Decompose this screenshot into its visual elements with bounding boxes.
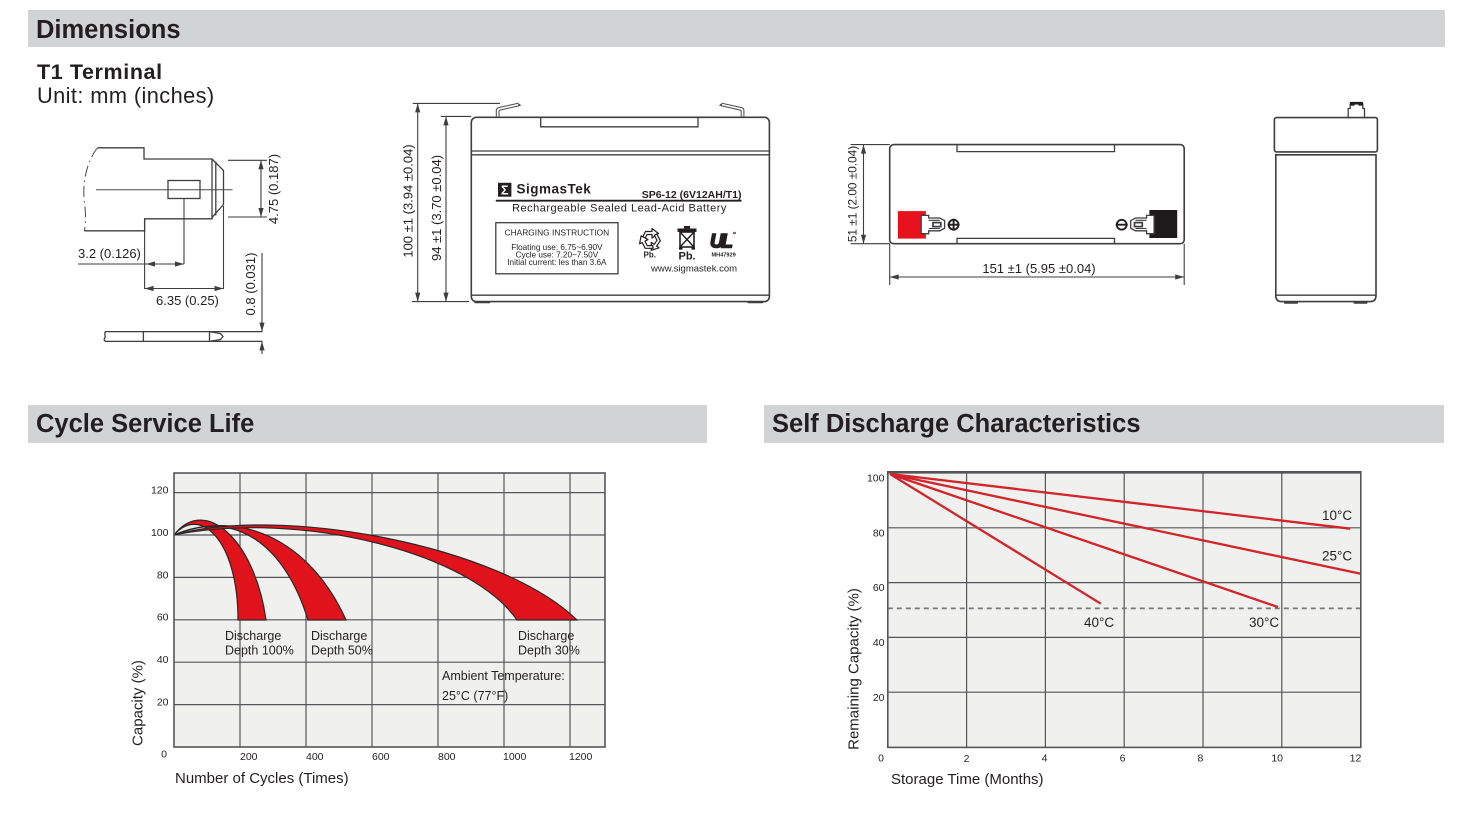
svg-text:80: 80 [157, 569, 169, 581]
svg-text:6.35 (0.25): 6.35 (0.25) [156, 293, 219, 308]
svg-text:4: 4 [1042, 753, 1048, 765]
svg-text:Rechargeable Sealed Lead-Acid: Rechargeable Sealed Lead-Acid Battery [512, 202, 727, 214]
svg-text:25°C (77°F): 25°C (77°F) [442, 689, 508, 703]
svg-text:Depth 50%: Depth 50% [311, 644, 373, 658]
svg-text:Σ: Σ [501, 183, 509, 197]
svg-text:100: 100 [151, 527, 169, 539]
svg-text:MH47929: MH47929 [712, 253, 736, 259]
svg-text:www.sigmastek.com: www.sigmastek.com [650, 264, 737, 275]
svg-text:100 ±1 (3.94 ±0.04): 100 ±1 (3.94 ±0.04) [400, 144, 415, 257]
svg-text:Remaining Capacity (%): Remaining Capacity (%) [846, 588, 863, 750]
svg-text:Storage Time (Months): Storage Time (Months) [891, 771, 1044, 788]
svg-text:600: 600 [372, 751, 390, 763]
svg-text:1200: 1200 [569, 751, 593, 763]
svg-text:40: 40 [873, 637, 885, 649]
svg-text:4.75 (0.187): 4.75 (0.187) [266, 154, 281, 224]
svg-text:94 ±1 (3.70 ±0.04): 94 ±1 (3.70 ±0.04) [429, 155, 444, 261]
svg-text:Discharge: Discharge [518, 629, 574, 643]
svg-text:60: 60 [873, 582, 885, 594]
svg-text:SP6-12 (6V12AH/T1): SP6-12 (6V12AH/T1) [642, 189, 742, 201]
svg-text:Cycle use: 7.20~7.50V: Cycle use: 7.20~7.50V [516, 250, 599, 259]
svg-text:40: 40 [157, 654, 169, 666]
svg-text:20: 20 [157, 697, 169, 709]
svg-text:6: 6 [1120, 753, 1126, 765]
svg-text:10: 10 [1271, 753, 1283, 765]
svg-text:Pb.: Pb. [644, 251, 656, 260]
svg-text:Ambient Temperature:: Ambient Temperature: [442, 669, 565, 683]
svg-text:0: 0 [878, 753, 884, 765]
svg-text:60: 60 [157, 612, 169, 624]
svg-text:200: 200 [240, 751, 258, 763]
svg-text:120: 120 [151, 485, 169, 497]
svg-text:100: 100 [867, 473, 885, 485]
svg-text:Initial current: les than 3.6A: Initial current: les than 3.6A [507, 258, 607, 267]
svg-text:400: 400 [306, 751, 324, 763]
svg-text:40°C: 40°C [1084, 615, 1114, 630]
svg-text:800: 800 [438, 751, 456, 763]
svg-text:Pb.: Pb. [679, 251, 696, 263]
svg-text:Depth 30%: Depth 30% [518, 644, 580, 658]
svg-text:Depth 100%: Depth 100% [225, 644, 294, 658]
svg-text:25°C: 25°C [1322, 549, 1352, 564]
svg-text:2: 2 [964, 753, 970, 765]
svg-text:8: 8 [1197, 753, 1203, 765]
svg-text:Capacity (%): Capacity (%) [130, 660, 147, 746]
svg-text:12: 12 [1350, 753, 1362, 765]
svg-text:0: 0 [161, 749, 167, 761]
svg-text:151 ±1 (5.95 ±0.04): 151 ±1 (5.95 ±0.04) [982, 261, 1095, 276]
svg-text:80: 80 [873, 527, 885, 539]
svg-text:Discharge: Discharge [311, 629, 367, 643]
svg-text:20: 20 [873, 692, 885, 704]
svg-text:Discharge: Discharge [225, 629, 281, 643]
svg-text:Number of Cycles (Times): Number of Cycles (Times) [175, 770, 349, 787]
svg-text:1000: 1000 [503, 751, 527, 763]
svg-text:51 ±1 (2.00 ±0.04): 51 ±1 (2.00 ±0.04) [846, 146, 860, 242]
svg-text:0.8 (0.031): 0.8 (0.031) [243, 253, 258, 316]
svg-text:SigmasTek: SigmasTek [517, 181, 592, 196]
svg-text:3.2 (0.126): 3.2 (0.126) [78, 246, 141, 261]
svg-text:Floating use: 6.75~6.90V: Floating use: 6.75~6.90V [511, 243, 603, 252]
svg-text:UL: UL [710, 232, 732, 253]
svg-text:CHARGING INSTRUCTION: CHARGING INSTRUCTION [505, 227, 610, 237]
svg-text:10°C: 10°C [1322, 508, 1352, 523]
svg-text:30°C: 30°C [1249, 615, 1279, 630]
